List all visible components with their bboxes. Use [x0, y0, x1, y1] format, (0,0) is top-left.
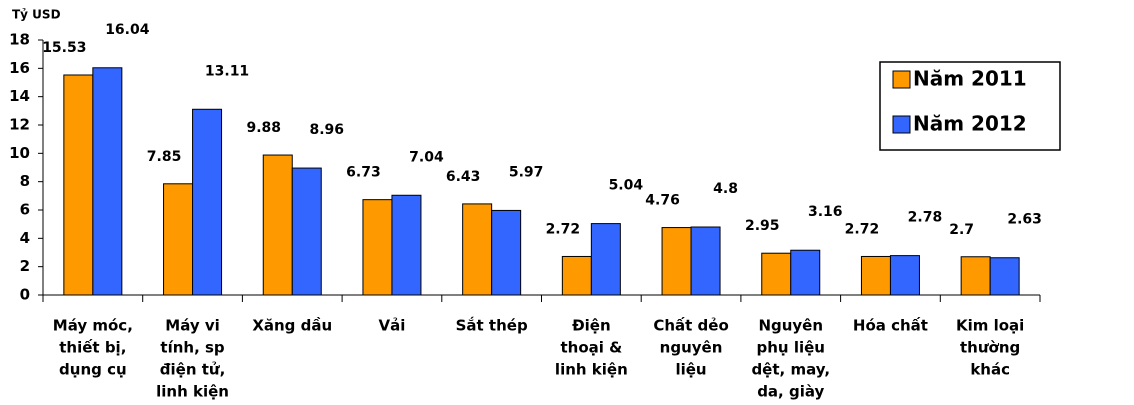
bar: [262, 154, 293, 296]
x-tick-label: Sắt thép: [456, 316, 528, 335]
x-tick-label: thiết bị,: [59, 338, 126, 357]
x-tick-label: thoại &: [560, 339, 622, 357]
legend-swatch: [892, 70, 911, 89]
x-tick-label: Hóa chất: [853, 317, 928, 335]
y-tick-label: 10: [9, 144, 30, 162]
data-label: 2.78: [908, 210, 943, 226]
legend-swatch: [892, 115, 911, 134]
bar: [989, 257, 1020, 296]
x-tick-label: da, giày: [757, 383, 824, 401]
bar: [590, 223, 621, 296]
legend-label: Năm 2012: [913, 112, 1027, 136]
data-label: 15.53: [42, 40, 86, 56]
y-tick-label: 4: [20, 229, 30, 247]
x-tick-label: linh kiện: [156, 383, 229, 401]
data-label: 8.96: [309, 122, 344, 138]
bar: [860, 255, 891, 296]
data-label: 6.43: [446, 169, 481, 185]
x-tick-label: dệt, may,: [751, 361, 830, 379]
x-tick-label: Kim loại: [956, 317, 1024, 335]
x-tick-label: thường: [960, 339, 1020, 357]
data-label: 2.72: [845, 221, 880, 237]
data-label: 9.88: [246, 120, 281, 136]
data-label: 2.72: [546, 221, 581, 237]
data-label: 4.76: [645, 193, 680, 209]
x-tick-label: linh kiện: [555, 361, 628, 379]
data-label: 3.16: [808, 204, 843, 220]
x-tick-label: dụng cụ: [59, 361, 127, 379]
data-label: 7.04: [409, 149, 444, 165]
y-tick-label: 14: [9, 87, 30, 105]
legend-label: Năm 2011: [913, 67, 1027, 91]
bar: [790, 249, 821, 296]
y-tick-label: 8: [20, 172, 30, 190]
y-tick-label: 16: [9, 59, 30, 77]
bar: [63, 74, 94, 296]
x-tick-label: Vải: [379, 317, 406, 335]
x-tick-label: nguyên: [660, 339, 723, 357]
bar: [690, 226, 721, 296]
data-label: 16.04: [105, 22, 150, 38]
data-label: 13.11: [205, 63, 249, 79]
bar: [889, 255, 920, 296]
bar: [291, 167, 322, 296]
data-label: 7.85: [147, 149, 182, 165]
data-label: 5.97: [509, 164, 544, 180]
x-tick-label: Máy móc,: [53, 317, 133, 335]
y-tick-label: 2: [20, 257, 30, 275]
x-tick-label: Chất dẻo: [653, 317, 728, 335]
bar: [391, 194, 422, 296]
bar: [192, 108, 223, 296]
x-tick-label: Xăng dầu: [252, 317, 332, 335]
x-tick-label: phụ liệu: [757, 339, 825, 357]
y-tick-label: 18: [9, 31, 30, 49]
y-tick-label: 12: [9, 116, 30, 134]
bar: [960, 256, 991, 296]
data-label: 4.8: [713, 181, 738, 197]
data-label: 6.73: [346, 165, 381, 181]
bar: [561, 255, 592, 296]
x-tick-label: tính, sp: [160, 339, 225, 357]
x-tick-label: Điện: [572, 317, 611, 335]
y-tick-label: 6: [20, 201, 30, 219]
x-tick-label: liệu: [675, 361, 706, 379]
data-label: 2.7: [949, 222, 974, 238]
y-tick-label: 0: [20, 286, 30, 304]
bar: [761, 252, 792, 296]
x-tick-label: điện tử,: [160, 361, 226, 379]
bar: [362, 199, 393, 296]
x-tick-label: khác: [970, 361, 1010, 379]
data-label: 2.95: [745, 218, 780, 234]
bar: [462, 203, 493, 296]
bar: [163, 183, 194, 296]
bar: [491, 209, 522, 296]
data-label: 2.63: [1007, 212, 1042, 228]
data-label: 5.04: [609, 178, 644, 194]
x-tick-label: Máy vi: [165, 317, 220, 335]
y-axis-label: Tỷ USD: [12, 8, 61, 22]
bar: [661, 227, 692, 296]
x-tick-label: Nguyên: [758, 317, 823, 335]
bar: [92, 67, 123, 296]
